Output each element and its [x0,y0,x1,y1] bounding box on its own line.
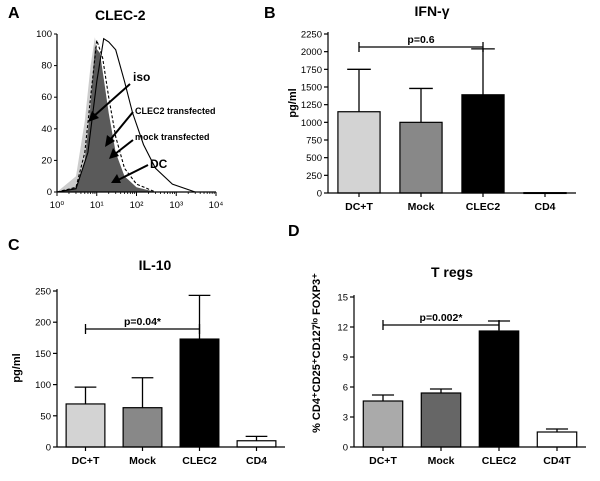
x-tick-label: 10¹ [90,200,104,211]
annotation-mock-transfected: mock transfected [135,132,210,142]
panel-d-title: T regs [431,264,473,280]
y-tick-label: 250 [35,287,51,298]
y-tick-label: 150 [35,349,51,360]
panel-d-y-label: % CD4⁺CD25⁺CD127ˡᵒ FOXP3⁺ [311,273,323,433]
y-tick-label: 40 [41,124,52,135]
x-tick-label: CD4T [543,455,571,467]
y-tick-label: 20 [41,155,52,166]
panel-a-label: A [8,5,20,22]
y-tick-label: 100 [35,380,51,391]
bar-dc-t [337,111,381,194]
y-tick-label: 750 [306,136,322,147]
x-tick-label: CD4 [246,455,267,467]
x-tick-label: 10⁰ [50,200,65,211]
bar-cd4 [236,440,277,448]
bar-clec2 [461,94,505,194]
panel-b-bar-chart: B IFN-γ pg/ml 0 250 500 750 1000 1250 1500 1750… [264,3,576,213]
panel-a-y-ticks: 0 20 40 60 80 100 [36,29,57,198]
y-tick-label: 0 [46,443,51,454]
panel-d-plot: 0 3 6 9 12 15 DC+T Mock CLEC2 CD4T p=0.002* [337,293,586,467]
annotation-dc-arrowhead [111,174,121,183]
panel-a-annotations: iso CLEC2 transfected mock transfected D… [88,70,216,183]
x-tick-label: CLEC2 [482,455,517,467]
x-tick-label: 10⁴ [209,200,224,211]
annotation-dc-arrow [117,164,149,181]
panel-b-label: B [264,5,276,22]
y-tick-label: 80 [41,61,52,72]
panel-c-bar-chart: C IL-10 pg/ml 0 50 100 150 200 250 DC+T Mock CLE… [8,237,285,467]
x-tick-label: CD4 [534,201,555,213]
y-tick-label: 0 [317,189,322,200]
bar-clec2 [478,330,520,448]
annotation-mock-arrow [114,139,134,155]
y-tick-label: 1750 [301,65,322,76]
y-tick-label: 6 [343,383,348,394]
y-tick-label: 50 [40,411,51,422]
panel-a-flow-histogram: A CLEC-2 0 20 40 60 80 100 10⁰ 10¹ 10² 10³ 10⁴ is… [8,5,223,211]
bar-mock [399,121,443,194]
y-tick-label: 500 [306,153,322,164]
histogram-dc [57,46,156,192]
x-tick-label: CLEC2 [182,455,217,467]
bar-mock [122,407,163,448]
panel-b-title: IFN-γ [415,3,450,19]
x-tick-label: Mock [428,455,455,467]
x-tick-label: Mock [408,201,435,213]
y-tick-label: 1500 [301,83,322,94]
histogram-clec2-transfected [56,37,196,193]
panel-c-plot: 0 50 100 150 200 250 DC+T Mock CLEC2 CD4 p=0.04* [35,287,285,467]
y-tick-label: 250 [306,171,322,182]
annotation-mock-arrowhead [109,148,119,159]
x-tick-label: DC+T [369,455,397,467]
significance-label: p=0.04* [124,316,162,328]
panel-d-label: D [288,223,300,240]
x-tick-label: DC+T [72,455,100,467]
y-tick-label: 200 [35,318,51,329]
panel-a-x-ticks: 10⁰ 10¹ 10² 10³ 10⁴ [50,192,224,211]
panel-c-title: IL-10 [139,257,172,273]
bar-dc-t [65,403,106,448]
bar-dc-t [362,400,404,448]
histogram-mock-transfected [56,40,156,193]
panel-a-series-group [56,37,196,193]
y-tick-label: 1000 [301,118,322,129]
y-tick-label: 0 [47,187,52,198]
panel-c-y-label: pg/ml [11,353,23,382]
annotation-clec2-arrow [109,111,134,141]
y-tick-label: 3 [343,413,348,424]
y-tick-label: 15 [337,293,348,304]
x-tick-label: DC+T [345,201,373,213]
y-tick-label: 100 [36,29,52,40]
x-tick-label: 10² [130,200,144,211]
y-tick-label: 60 [41,92,52,103]
significance-label: p=0.002* [420,312,464,324]
x-tick-label: Mock [129,455,156,467]
y-tick-label: 2250 [301,30,322,41]
annotation-iso: iso [133,70,150,84]
annotation-clec2-arrowhead [105,135,115,147]
bar-cd4t [536,431,578,448]
y-tick-label: 0 [343,443,348,454]
bar-mock [420,392,462,448]
panel-d-bar-chart: D T regs % CD4⁺CD25⁺CD127ˡᵒ FOXP3⁺ 0 3 6 9 1… [288,223,586,467]
bar-clec2 [179,338,220,448]
annotation-dc: DC [150,157,168,171]
panel-b-plot: 0 250 500 750 1000 1250 1500 1750 2000 2250 DC+T Mo… [301,30,576,213]
y-tick-label: 1250 [301,100,322,111]
panel-c-label: C [8,237,20,254]
panel-a-title: CLEC-2 [95,7,146,23]
panel-b-y-label: pg/ml [287,88,299,117]
x-tick-label: 10³ [169,200,183,211]
y-tick-label: 12 [337,323,348,334]
y-tick-label: 9 [343,353,348,364]
x-tick-label: CLEC2 [466,201,501,213]
annotation-iso-arrow [93,83,131,117]
significance-label: p=0.6 [407,34,434,46]
y-tick-label: 2000 [301,47,322,58]
annotation-iso-arrowhead [88,111,99,122]
annotation-clec2-transfected: CLEC2 transfected [135,106,216,116]
